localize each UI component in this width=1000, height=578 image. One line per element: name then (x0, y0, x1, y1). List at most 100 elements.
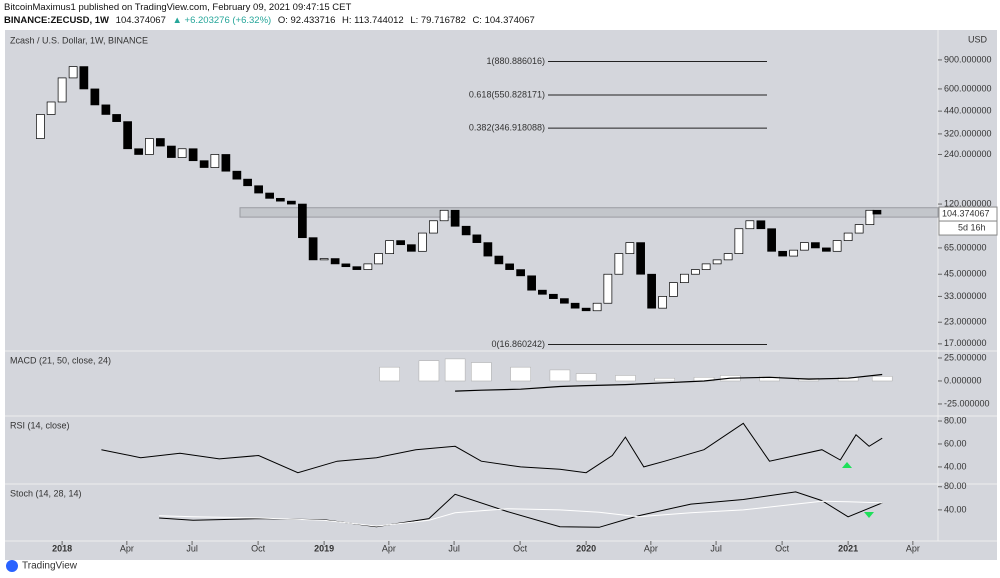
header-line: BitcoinMaximus1 published on TradingView… (4, 2, 355, 13)
signal-arrow (842, 462, 852, 468)
candle (745, 220, 755, 230)
y-tick-label: 320.000000 (944, 128, 992, 138)
candle (188, 148, 198, 162)
histogram-bar (871, 376, 893, 382)
y-tick-label: 0.000000 (944, 375, 982, 385)
countdown-box (938, 220, 998, 236)
x-tick-label: Oct (775, 543, 790, 553)
x-tick-label: 2020 (576, 543, 596, 553)
candle (483, 242, 493, 257)
candle (177, 148, 187, 158)
x-tick-label: Jul (186, 543, 198, 553)
candle (669, 282, 678, 297)
candle (407, 244, 416, 252)
y-tick-label: 25.000000 (944, 352, 987, 362)
candle (832, 240, 842, 252)
candle (199, 160, 209, 168)
fib-label: 0(16.860242) (491, 339, 545, 349)
candle (691, 269, 700, 275)
candle (658, 296, 667, 309)
candle (872, 209, 882, 215)
change: ▲ +6.203276 (+6.32%) (172, 15, 272, 26)
candle (712, 259, 722, 265)
candle (701, 263, 711, 270)
candle (538, 289, 547, 295)
candle (472, 234, 482, 243)
candle (308, 237, 318, 261)
candle (385, 240, 394, 254)
candle (723, 253, 733, 261)
y-tick-label: 120.000000 (944, 198, 992, 208)
x-tick-label: Apr (906, 543, 920, 553)
candle (505, 263, 514, 270)
candle (210, 154, 220, 168)
candle (614, 253, 624, 275)
y-tick-label: 17.000000 (944, 338, 987, 348)
candle (494, 255, 504, 265)
candle (101, 104, 111, 115)
pane-title: MACD (21, 50, close, 24) (10, 355, 111, 365)
candle (636, 242, 645, 275)
indicator-line (159, 500, 883, 527)
candle (145, 138, 154, 155)
y-tick-label: 40.00 (944, 504, 967, 514)
candle (68, 66, 78, 79)
candle (647, 273, 656, 309)
candle (625, 242, 635, 254)
histogram-bar (510, 366, 531, 382)
x-tick-label: Oct (251, 543, 266, 553)
candle (680, 273, 689, 283)
histogram-bar (759, 376, 780, 382)
x-tick-label: 2018 (52, 543, 72, 553)
x-tick-label: 2021 (838, 543, 858, 553)
x-tick-label: Oct (513, 543, 528, 553)
y-tick-label: 80.00 (944, 481, 967, 491)
candle (570, 302, 580, 309)
candle (46, 101, 56, 115)
candle (134, 148, 143, 155)
fib-label: 1(880.886016) (486, 56, 545, 66)
candle (461, 225, 471, 236)
x-tick-label: Apr (382, 543, 396, 553)
candle (527, 275, 536, 291)
x-tick-label: Apr (120, 543, 134, 553)
x-tick-label: Jul (710, 543, 722, 553)
candle (396, 240, 405, 246)
candle (79, 66, 89, 90)
candle (778, 250, 787, 257)
candle (516, 269, 525, 277)
y-tick-label: 600.000000 (944, 83, 992, 93)
y-tick-label: 45.000000 (944, 269, 987, 279)
histogram-bar (575, 373, 597, 382)
header-line: BINANCE:ZECUSD, 1W 104.374067 ▲ +6.20327… (4, 15, 539, 26)
histogram-bar (549, 369, 571, 382)
candle (429, 220, 438, 234)
candle (352, 266, 362, 270)
candle (363, 263, 373, 270)
histogram-bar (444, 358, 466, 382)
countdown: 5d 16h (958, 222, 986, 232)
candle (854, 224, 864, 234)
candle (843, 232, 853, 241)
brand: TradingView (22, 561, 78, 572)
pane-title: Zcash / U.S. Dollar, 1W, BINANCE (10, 35, 148, 45)
pane-title: Stoch (14, 28, 14) (10, 488, 82, 498)
price: 104.374067 (115, 15, 166, 26)
histogram-bar (418, 360, 440, 382)
candle (811, 242, 820, 249)
candle (549, 293, 558, 299)
candle (90, 88, 100, 106)
candle (756, 220, 766, 230)
candle (57, 77, 67, 103)
axis-unit: USD (968, 34, 988, 44)
publisher: BitcoinMaximus1 published on TradingView… (4, 2, 352, 13)
candle (112, 114, 121, 122)
histogram-bar (471, 362, 492, 382)
logo (6, 560, 18, 572)
x-tick-label: Apr (644, 543, 658, 553)
indicator-line (455, 373, 883, 392)
y-tick-label: 80.00 (944, 415, 967, 425)
candle (560, 298, 569, 304)
candle (276, 197, 285, 202)
